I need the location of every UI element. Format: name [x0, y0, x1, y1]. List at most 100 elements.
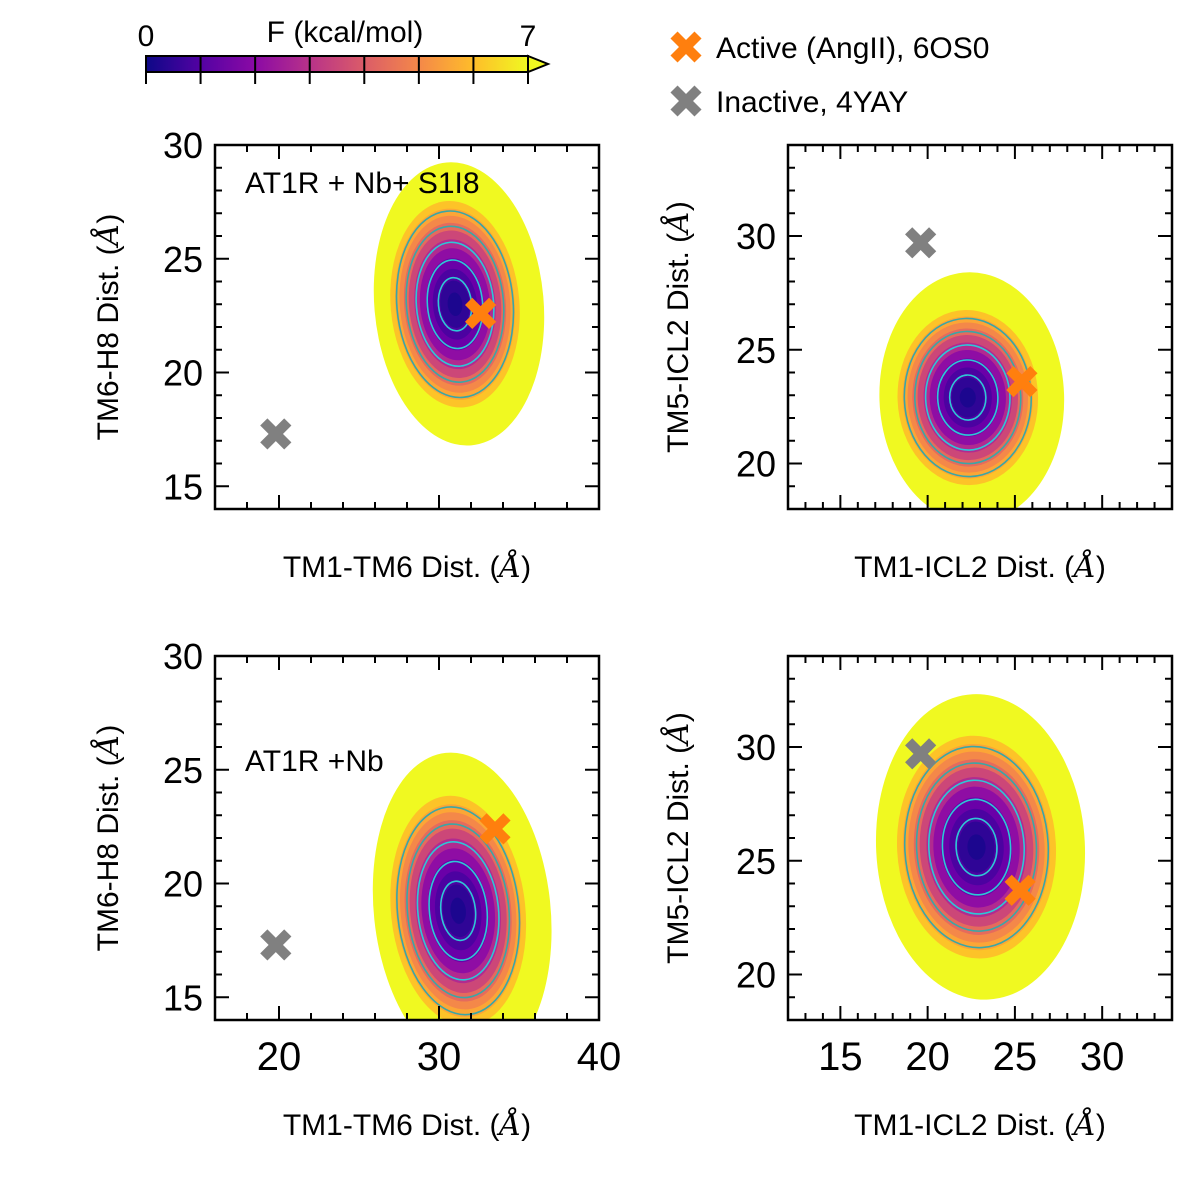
fes-contour [405, 225, 505, 383]
legend: Active (AngII), 6OS0 Inactive, 4YAY [670, 31, 989, 119]
y-tick-label: 20 [163, 864, 203, 905]
y-axis-label-unit: Å [90, 735, 126, 760]
y-tick-label: 25 [736, 330, 776, 371]
colorbar-min-label: 0 [138, 20, 155, 53]
x-axis-label-text: TM1-TM6 Dist. ( [283, 1109, 500, 1142]
legend-label-active: Active (AngII), 6OS0 [716, 32, 989, 65]
legend-item-inactive: Inactive, 4YAY [670, 85, 908, 119]
x-mark-icon [670, 85, 702, 117]
y-axis-label-unit: Å [90, 224, 126, 249]
y-axis-label-close: ) [92, 214, 125, 224]
x-axis-label: TM1-ICL2 Dist. (Å) [854, 1107, 1106, 1143]
x-axis-label: TM1-TM6 Dist. (Å) [283, 1107, 531, 1143]
fes-contour [936, 359, 999, 436]
fes-contour [395, 210, 515, 399]
colorbar-ticks [145, 56, 529, 84]
x-tick-label: 20 [257, 1035, 302, 1079]
y-axis-label: TM6-H8 Dist. (Å) [90, 214, 126, 441]
panel-annotation: AT1R +Nb [245, 745, 384, 778]
y-axis-label: TM5-ICL2 Dist. (Å) [660, 712, 696, 964]
x-axis-label: TM1-TM6 Dist. (Å) [283, 549, 531, 585]
fes-contour [948, 374, 987, 421]
y-tick-label: 20 [736, 955, 776, 996]
x-tick-label: 25 [993, 1035, 1038, 1079]
x-tick-label: 30 [417, 1035, 462, 1079]
x-mark-icon [670, 31, 702, 63]
x-axis-label-close: ) [521, 1109, 531, 1142]
fes-contour [941, 798, 1012, 896]
axis-ticks [788, 656, 1172, 1020]
legend-item-active: Active (AngII), 6OS0 [670, 31, 989, 65]
panel-annotation: AT1R + Nb+ S1I8 [245, 167, 480, 200]
x-axis-label-close: ) [1096, 551, 1106, 584]
fes-contour [426, 259, 484, 350]
free-energy-surface [372, 752, 552, 1020]
y-tick-label: 30 [163, 636, 203, 677]
x-tick-label: 15 [818, 1035, 863, 1079]
y-axis-label-text: TM6-H8 Dist. ( [92, 756, 125, 951]
free-energy-surface [373, 162, 545, 446]
fes-band [447, 292, 463, 317]
inactive-marker [905, 227, 937, 259]
active-marker [464, 297, 497, 329]
y-axis-label-close: ) [92, 725, 125, 735]
fes-contour [927, 779, 1026, 915]
colorbar-bar [145, 55, 529, 73]
fes-contour [428, 860, 489, 961]
colorbar-extend-arrow [527, 54, 551, 74]
x-axis-label-unit: Å [1071, 549, 1096, 585]
free-energy-surface [879, 272, 1065, 509]
inactive-marker [260, 929, 292, 961]
legend-label-inactive: Inactive, 4YAY [716, 86, 908, 119]
y-axis-label-close: ) [662, 201, 695, 211]
fes-contour [924, 344, 1011, 451]
y-tick-label: 20 [163, 353, 203, 394]
y-tick-label: 25 [736, 841, 776, 882]
x-axis-label-unit: Å [1071, 1107, 1096, 1143]
y-tick-label: 25 [163, 239, 203, 280]
y-axis-label-unit: Å [660, 211, 696, 236]
active-marker [479, 813, 511, 845]
x-axis-label-unit: Å [496, 1107, 521, 1143]
y-axis-label: TM6-H8 Dist. (Å) [90, 725, 126, 952]
y-tick-label: 20 [736, 444, 776, 485]
x-axis-label-close: ) [521, 551, 531, 584]
fes-band [967, 834, 986, 860]
y-axis-label-text: TM6-H8 Dist. ( [92, 245, 125, 440]
colorbar: 0 7 F (kcal/mol) [138, 16, 551, 84]
x-tick-label: 40 [577, 1035, 622, 1079]
y-axis-label-text: TM5-ICL2 Dist. ( [662, 744, 695, 964]
x-axis-label-text: TM1-ICL2 Dist. ( [854, 551, 1074, 584]
fes-contour [903, 745, 1050, 949]
y-tick-label: 30 [736, 727, 776, 768]
y-tick-label: 15 [163, 466, 203, 507]
x-tick-label: 30 [1080, 1035, 1125, 1079]
free-energy-surface [875, 694, 1086, 1000]
x-axis-label-unit: Å [496, 549, 521, 585]
fes-contour [439, 880, 477, 942]
x-axis-label-text: TM1-ICL2 Dist. ( [854, 1109, 1074, 1142]
y-axis-label-close: ) [662, 712, 695, 722]
colorbar-max-label: 7 [520, 20, 537, 53]
y-axis-label-text: TM5-ICL2 Dist. ( [662, 233, 695, 453]
y-axis-label-unit: Å [660, 722, 696, 747]
axis-ticks [215, 145, 599, 509]
y-tick-label: 30 [736, 216, 776, 257]
fes-contour [913, 330, 1022, 465]
y-tick-label: 15 [163, 977, 203, 1018]
fes-contour [396, 806, 521, 1016]
x-axis-label: TM1-ICL2 Dist. (Å) [854, 549, 1106, 585]
inactive-marker [905, 738, 937, 770]
x-tick-label: 20 [905, 1035, 950, 1079]
inactive-marker [260, 418, 292, 450]
x-axis-label-text: TM1-TM6 Dist. ( [283, 551, 500, 584]
x-axis-label-close: ) [1096, 1109, 1106, 1142]
y-tick-label: 25 [163, 750, 203, 791]
fes-contour [955, 817, 998, 877]
fes-contour [406, 823, 511, 999]
